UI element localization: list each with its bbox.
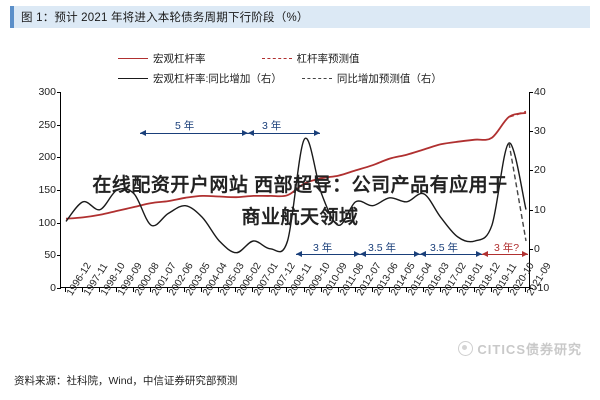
x-tick-mark: [252, 288, 254, 292]
y-tick-mark-right: [529, 288, 533, 289]
legend-swatch-solid-red: [118, 58, 148, 59]
x-tick-mark: [235, 288, 237, 292]
annotation-arrow: [482, 251, 528, 257]
legend-label-0: 宏观杠杆率: [153, 53, 206, 65]
legend-swatch-dashed-red: [261, 58, 292, 59]
legend-swatch-solid-dark: [118, 78, 148, 79]
y-tick-right: 0: [534, 242, 540, 255]
legend-item-2: 宏观杠杆率:同比增加（右）: [118, 71, 282, 86]
legend-item-3: 同比增加预测值（右）: [301, 71, 442, 86]
y-tick-mark-right: [529, 248, 533, 250]
x-tick-mark: [405, 288, 407, 292]
legend-label-3: 同比增加预测值（右）: [336, 73, 442, 85]
x-tick-mark: [456, 288, 458, 292]
x-tick-mark: [320, 288, 322, 292]
x-tick-mark: [303, 288, 305, 292]
annotation-label: 3.5 年: [368, 242, 397, 254]
y-tick-right: -10: [534, 282, 550, 294]
x-tick-mark: [65, 288, 66, 292]
overlay-headline: 在线配资开户网站 西部超导：公司产品有应用于 商业航天领域: [0, 170, 600, 234]
x-tick-mark: [354, 288, 356, 292]
y-tick-left: 100: [38, 216, 56, 229]
y-tick-left: 150: [38, 184, 56, 196]
x-tick-mark: [184, 288, 186, 292]
y-tick-mark-left: [57, 190, 61, 191]
overlay-line-2: 商业航天领域: [241, 207, 359, 228]
x-tick-mark: [167, 288, 169, 292]
x-tick-mark: [525, 288, 526, 292]
x-tick-mark: [201, 288, 203, 292]
x-tick-mark: [150, 288, 152, 292]
x-tick-mark: [388, 288, 390, 292]
annotation-arrow: [420, 251, 482, 257]
chart-title-bar: 图 1：预计 2021 年将进入本轮债务周期下行阶段（%）: [10, 6, 590, 28]
annotation-arrow: [140, 130, 248, 136]
x-tick-mark: [490, 288, 492, 292]
chart-series-line: [508, 110, 527, 118]
x-tick-mark: [507, 288, 509, 292]
overlay-line-1: 在线配资开户网站 西部超导：公司产品有应用于: [92, 175, 508, 196]
page-title: 图 1：预计 2021 年将进入本轮债务周期下行阶段（%）: [21, 12, 309, 24]
y-tick-left: 0: [50, 282, 56, 294]
legend-item-1: 杠杆率预测值: [261, 51, 360, 66]
y-tick-right: 20: [534, 164, 546, 177]
y-tick-left: 200: [38, 151, 56, 164]
legend-swatch-dashed-dark: [301, 78, 332, 79]
x-tick-mark: [99, 288, 101, 292]
annotation-arrow: [296, 251, 360, 257]
y-tick-left: 50: [44, 249, 56, 262]
y-tick-mark-right: [529, 131, 533, 133]
y-tick-left: 300: [38, 86, 56, 98]
y-tick-mark-right: [529, 92, 533, 93]
annotation-label: 3 年?: [494, 242, 520, 254]
legend-item-0: 宏观杠杆率: [118, 51, 206, 66]
x-tick-mark: [473, 288, 475, 292]
watermark-text: CITICS债券研究: [477, 342, 582, 357]
y-tick-left: 250: [38, 118, 56, 131]
legend-label-1: 杠杆率预测值: [296, 53, 360, 65]
annotation-arrow: [248, 130, 320, 136]
y-tick-mark-right: [529, 170, 533, 172]
y-tick-mark-left: [57, 255, 61, 257]
x-tick-mark: [82, 288, 84, 292]
x-tick-mark: [337, 288, 339, 292]
chart-legend: 宏观杠杆率 杠杆率预测值 宏观杠杆率:同比增加（右） 同比增加预测值（右）: [118, 50, 498, 86]
chart-series-line: [65, 137, 527, 254]
y-tick-mark-left: [57, 222, 61, 224]
watermark-logo-icon: [458, 341, 474, 356]
x-tick-mark: [439, 288, 441, 292]
annotation-label: 3.5 年: [430, 242, 459, 254]
x-tick-mark: [286, 288, 288, 292]
x-tick-mark: [133, 288, 135, 292]
chart-lines-svg: [65, 110, 527, 254]
annotation-label: 5 年: [175, 120, 195, 132]
x-tick-mark: [218, 288, 220, 292]
y-tick-right: 40: [534, 86, 546, 98]
chart-series-line: [508, 142, 527, 242]
y-tick-right: 10: [534, 203, 546, 216]
y-tick-mark-left: [57, 124, 61, 126]
x-tick-mark: [422, 288, 424, 292]
y-tick-mark-left: [57, 157, 61, 159]
source-note: 资料来源：社科院，Wind，中信证券研究部预测: [14, 375, 238, 387]
y-tick-mark-left: [57, 92, 61, 93]
y-tick-right: 30: [534, 125, 546, 138]
x-tick-mark: [116, 288, 118, 292]
y-tick-mark-left: [57, 288, 61, 289]
x-tick-mark: [269, 288, 271, 292]
legend-label-2: 宏观杠杆率:同比增加（右）: [153, 73, 282, 85]
x-tick-mark: [371, 288, 373, 292]
chart-plot-area: 0 50 100 150 200 250 300 -10 0 10 20 30 40: [38, 86, 549, 294]
annotation-label: 3 年: [313, 242, 333, 254]
annotation-arrow: [360, 251, 420, 257]
annotation-label: 3 年: [262, 120, 282, 132]
watermark: CITICS债券研究: [458, 339, 582, 358]
y-tick-mark-right: [529, 209, 533, 211]
